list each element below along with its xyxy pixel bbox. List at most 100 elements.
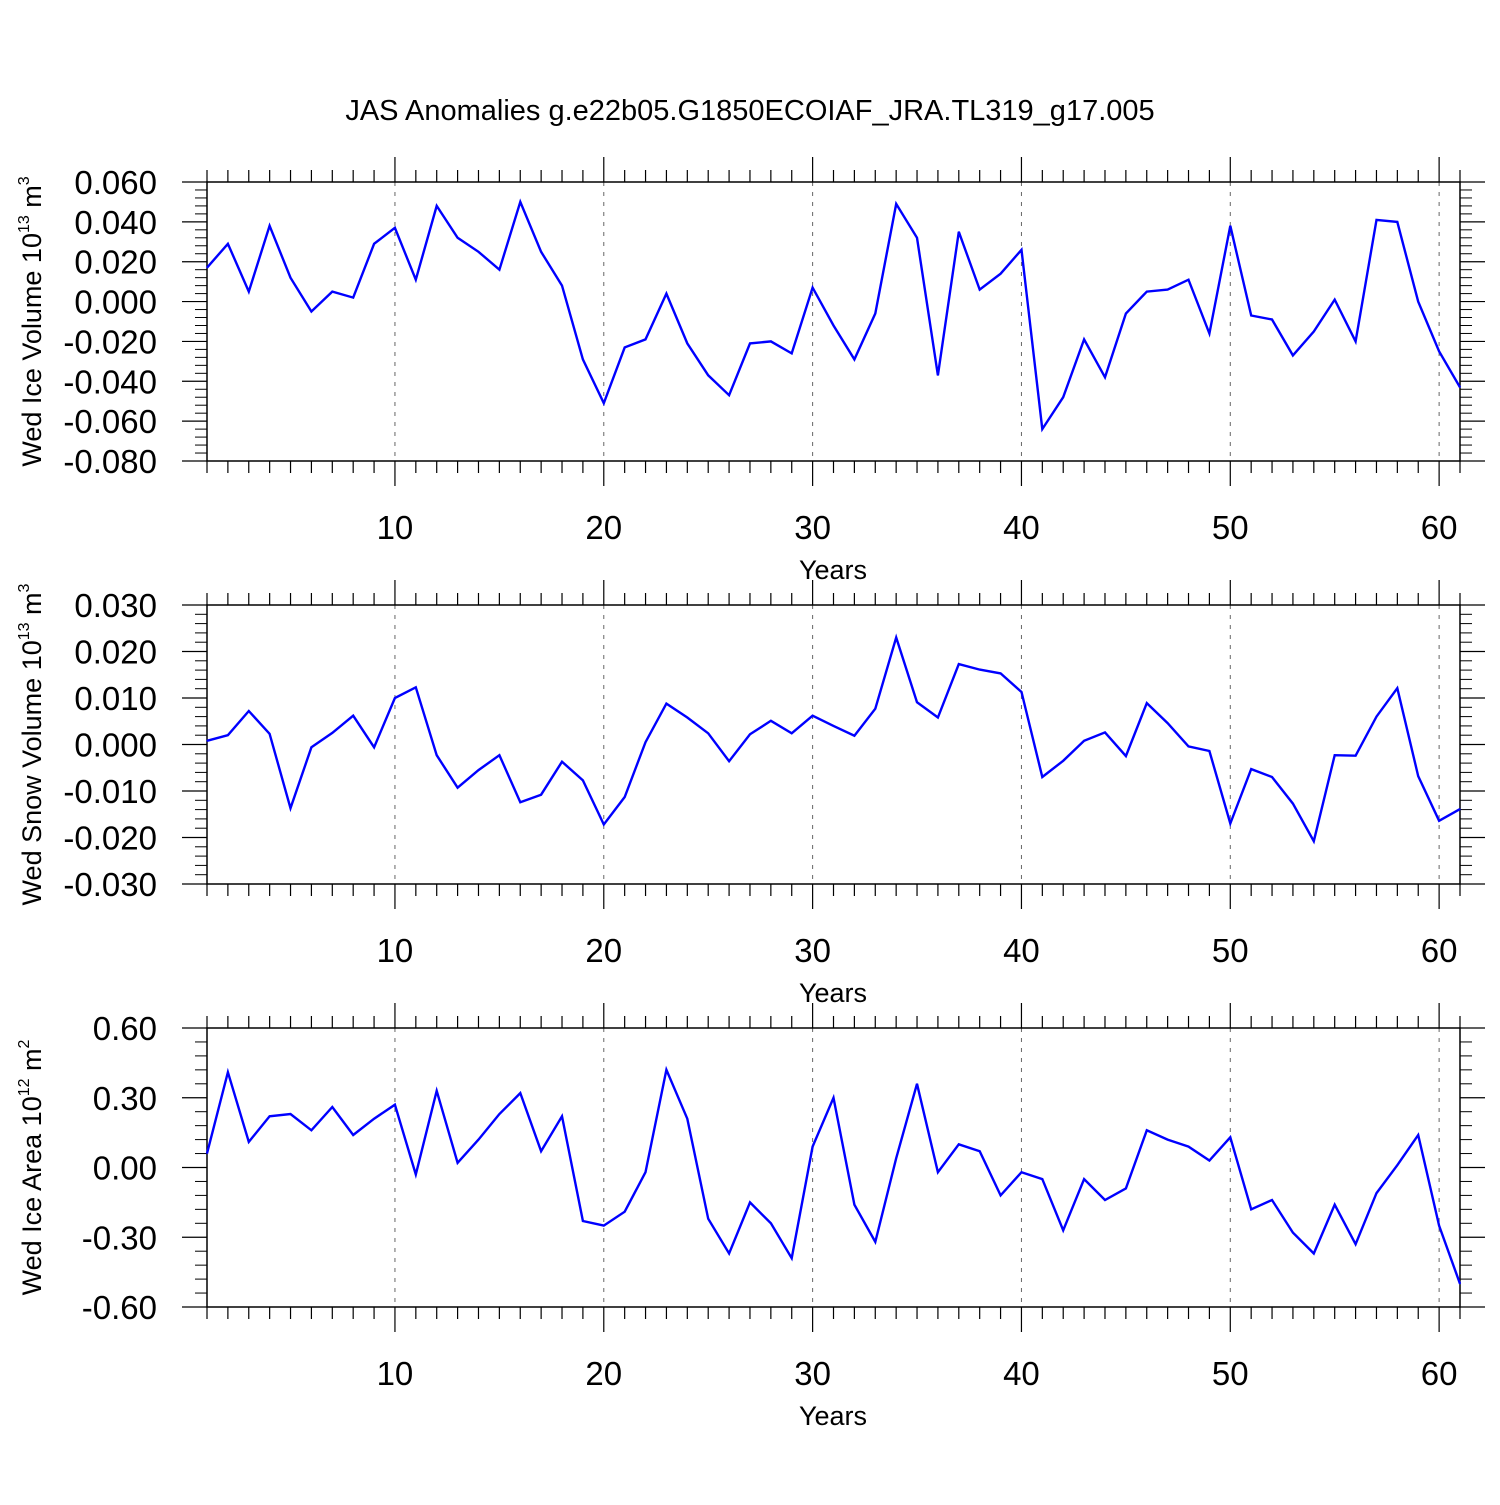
data-point (310, 1129, 313, 1131)
y-tick-label: 0.00 (93, 1150, 157, 1187)
data-point (1250, 768, 1252, 770)
data-point (289, 1113, 292, 1115)
y-tick-label: -0.080 (63, 443, 157, 480)
data-point (1292, 1232, 1294, 1234)
data-point (812, 715, 814, 717)
y-tick-label: -0.040 (63, 363, 157, 400)
x-tick-label: 50 (1212, 932, 1249, 969)
data-point (644, 338, 647, 341)
data-point (1020, 691, 1023, 693)
y-axis-title: Wed Snow Volume 1013 m3 (16, 583, 47, 905)
data-point (624, 1211, 626, 1213)
y-tick-label: 0.000 (74, 727, 157, 764)
data-point (1125, 312, 1127, 315)
data-point (979, 669, 981, 671)
data-point (561, 285, 563, 287)
data-point (728, 1252, 730, 1255)
data-point (1167, 1139, 1169, 1141)
data-point (603, 1225, 605, 1227)
data-point (749, 1201, 751, 1203)
data-point (728, 760, 730, 762)
data-point (477, 1139, 480, 1141)
x-tick-label: 60 (1421, 509, 1458, 546)
x-tick-label: 10 (377, 932, 414, 969)
data-point (832, 324, 835, 327)
data-point (1146, 702, 1148, 704)
data-point (1041, 1178, 1043, 1180)
data-point (812, 287, 814, 289)
data-point (770, 1222, 772, 1224)
data-point (352, 296, 354, 299)
x-axis-title: Years (799, 555, 867, 585)
data-point (1354, 755, 1357, 757)
data-point (1125, 1187, 1127, 1190)
x-axis-title: Years (799, 1401, 867, 1431)
y-tick-label: -0.030 (63, 866, 157, 903)
data-point (958, 663, 960, 665)
data-point (331, 291, 333, 293)
data-point (269, 733, 271, 735)
data-point (206, 740, 208, 742)
data-point (707, 732, 709, 734)
data-point (498, 754, 500, 756)
data-point (289, 807, 292, 809)
data-point (269, 225, 271, 227)
data-point (749, 733, 751, 735)
data-point (394, 697, 396, 699)
data-point (895, 636, 897, 639)
chart-panel-2: -0.030 -0.020 -0.010 0.000 0.010 0.020 0.030 10… (16, 580, 1485, 1008)
data-point (1396, 1164, 1398, 1166)
x-tick-label: 60 (1421, 932, 1458, 969)
data-point (853, 1204, 855, 1206)
data-point (352, 715, 354, 717)
data-point (1208, 1159, 1210, 1162)
data-point (1104, 1199, 1106, 1201)
data-point (206, 1152, 208, 1155)
data-point (1208, 750, 1210, 752)
data-point (832, 1097, 835, 1099)
data-point (1020, 249, 1023, 251)
data-point (436, 205, 438, 207)
data-point (519, 801, 521, 803)
y-tick-label: 0.030 (74, 587, 157, 624)
data-point (352, 1134, 354, 1136)
data-point (770, 340, 772, 343)
y-tick-label: 0.000 (74, 284, 157, 321)
data-point (436, 754, 438, 756)
x-tick-label: 20 (585, 1355, 622, 1392)
data-point (394, 1104, 396, 1106)
data-point (331, 732, 333, 734)
data-point (999, 672, 1002, 674)
data-point (540, 251, 542, 253)
data-point (227, 243, 229, 245)
data-point (1417, 1134, 1419, 1136)
data-point (540, 1150, 542, 1152)
data-point (1167, 722, 1169, 724)
data-point (1292, 354, 1294, 356)
data-point (415, 1173, 417, 1176)
data-point (686, 1118, 688, 1120)
data-point (415, 686, 417, 688)
data-point (707, 1218, 709, 1220)
data-point (582, 358, 584, 360)
data-point (916, 1083, 918, 1085)
data-point (979, 289, 981, 291)
data-point (206, 267, 208, 269)
x-tick-label: 40 (1003, 932, 1040, 969)
x-tick-label: 40 (1003, 509, 1040, 546)
data-point (999, 273, 1002, 275)
y-tick-label: 0.060 (74, 164, 157, 201)
data-point (1083, 740, 1085, 742)
data-point (1083, 338, 1085, 341)
data-point (665, 1069, 668, 1071)
data-point (1146, 291, 1148, 293)
data-point (1229, 225, 1231, 227)
data-point (707, 374, 709, 376)
data-point (832, 725, 835, 727)
x-tick-label: 40 (1003, 1355, 1040, 1392)
data-point (1229, 1136, 1231, 1138)
y-tick-label: -0.020 (63, 323, 157, 360)
data-point (603, 823, 605, 826)
data-point (561, 761, 563, 763)
